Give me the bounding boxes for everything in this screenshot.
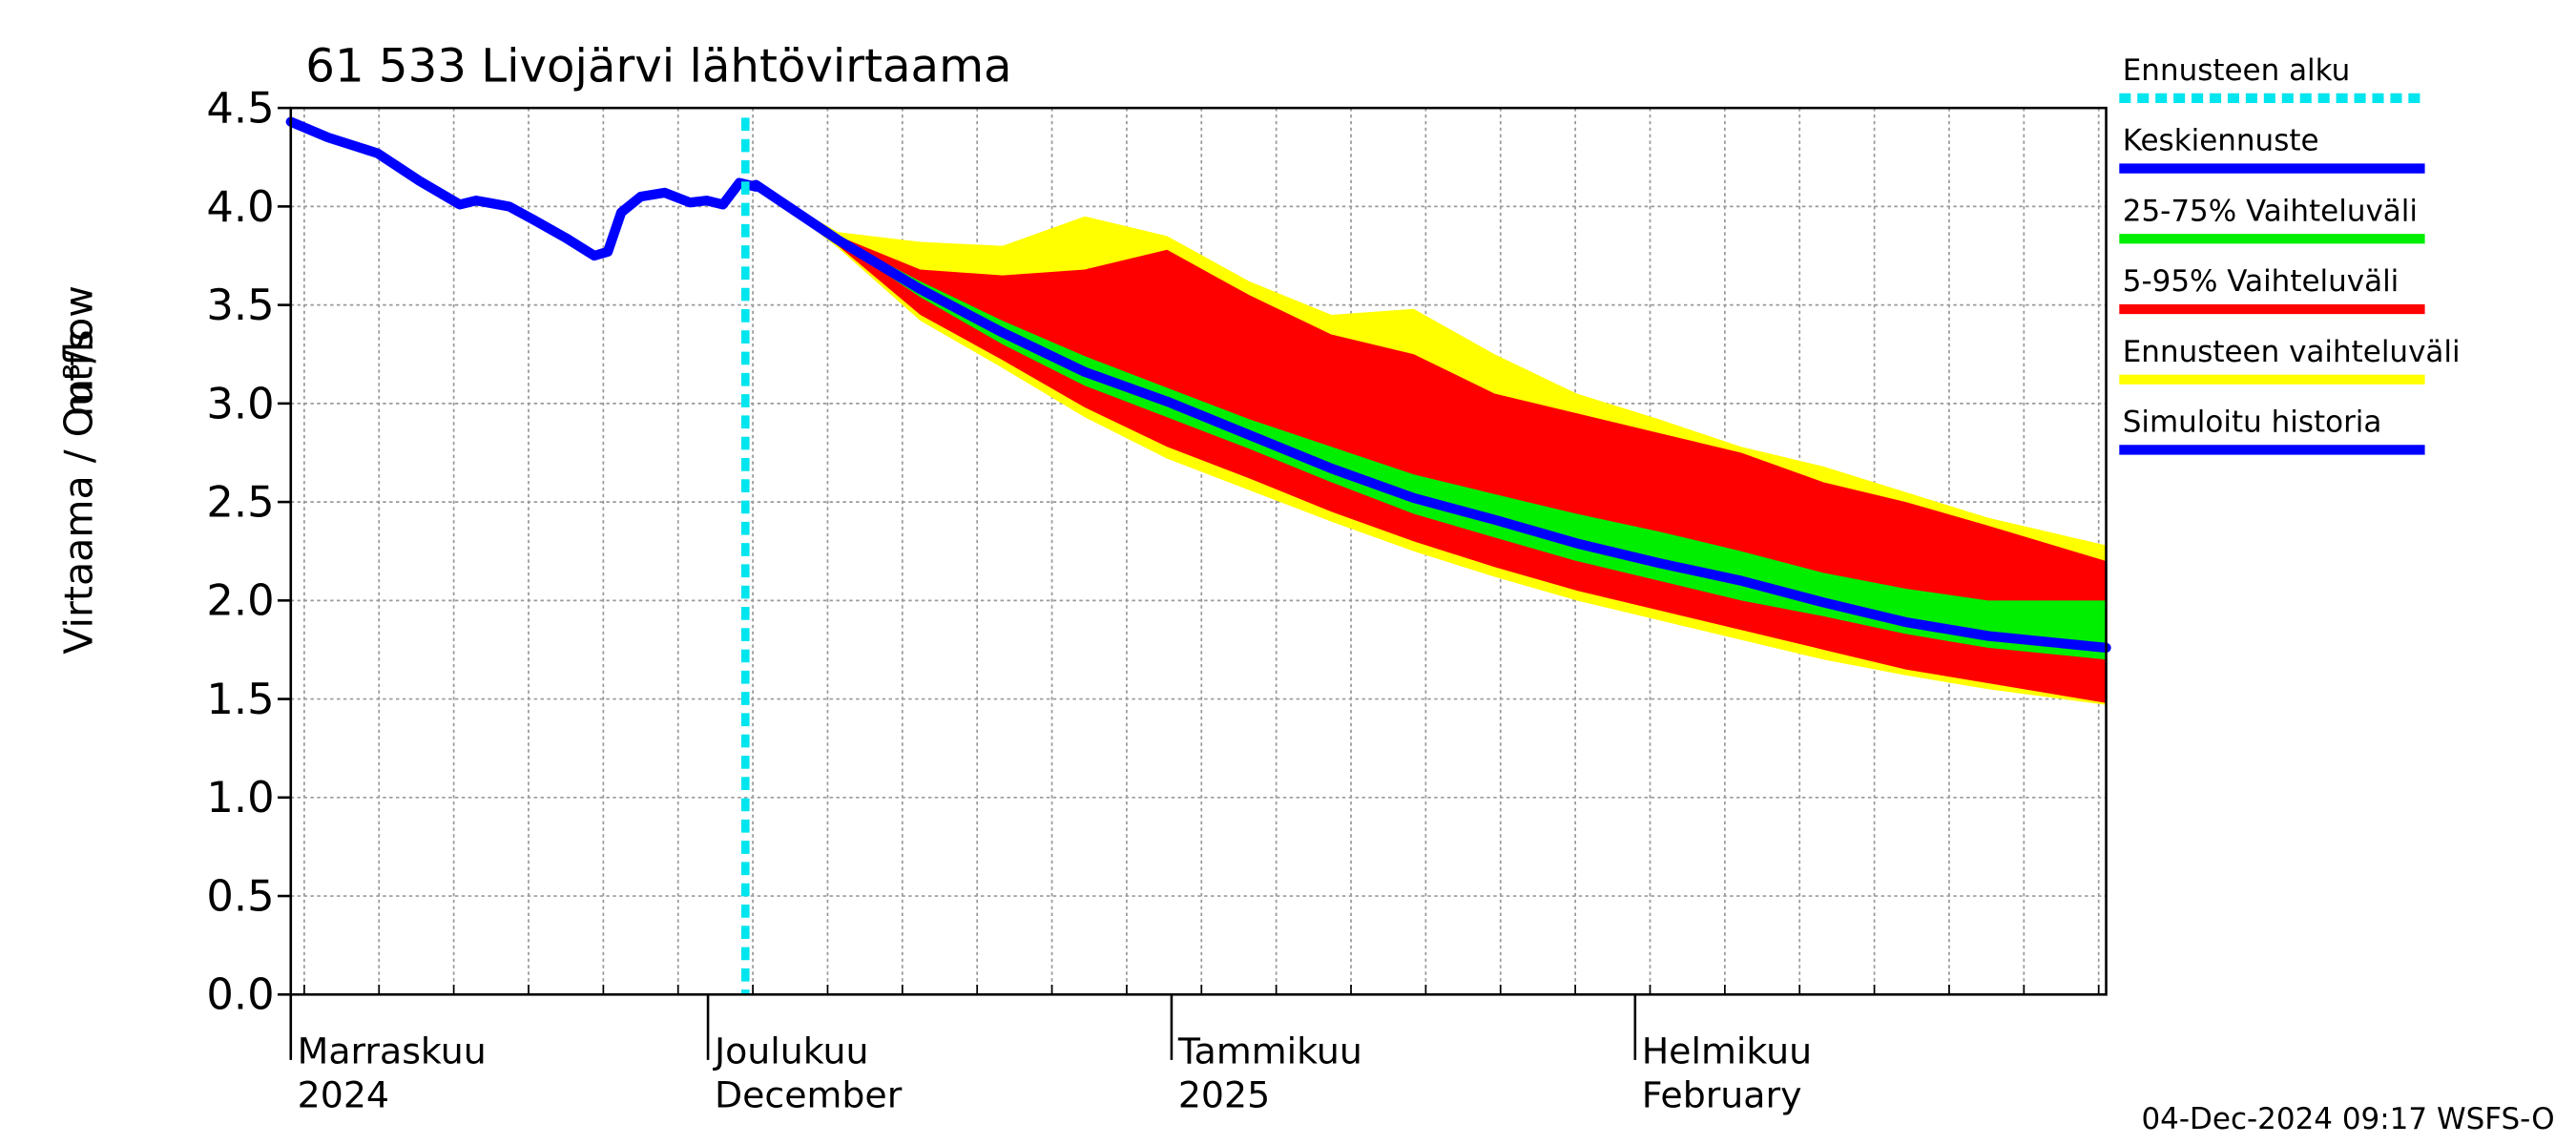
legend-label: Keskiennuste xyxy=(2123,124,2319,158)
y-tick-label: 3.5 xyxy=(206,281,274,330)
legend-label: Ennusteen vaihteluväli xyxy=(2123,335,2461,369)
footer: 04-Dec-2024 09:17 WSFS-O xyxy=(2141,1102,2554,1136)
y-axis-unit: m³/s xyxy=(55,329,101,417)
legend-label: 5-95% Vaihteluväli xyxy=(2123,264,2399,299)
y-tick-label: 2.5 xyxy=(206,478,274,528)
y-tick-label: 0.0 xyxy=(206,970,274,1020)
y-tick-label: 1.5 xyxy=(206,675,274,724)
x-tick-label: 2025 xyxy=(1178,1074,1270,1116)
y-tick-label: 2.0 xyxy=(206,576,274,626)
y-tick-label: 3.0 xyxy=(206,379,274,428)
x-tick-label: Joulukuu xyxy=(713,1030,869,1072)
x-tick-label: Tammikuu xyxy=(1177,1030,1362,1072)
legend-label: Simuloitu historia xyxy=(2123,406,2382,440)
x-tick-label: Marraskuu xyxy=(298,1030,487,1072)
x-tick-label: December xyxy=(715,1074,903,1116)
series-line xyxy=(285,116,761,261)
y-axis-label: Virtaama / Outflow xyxy=(55,285,101,655)
x-tick-label: Helmikuu xyxy=(1642,1030,1812,1072)
y-tick-label: 1.0 xyxy=(206,773,274,822)
legend-label: Ennusteen alku xyxy=(2123,53,2351,88)
x-tick-label: February xyxy=(1642,1074,1802,1116)
x-tick-label: 2024 xyxy=(298,1074,389,1116)
y-tick-label: 4.5 xyxy=(206,84,274,134)
series-line xyxy=(751,179,2111,654)
legend-label: 25-75% Vaihteluväli xyxy=(2123,194,2418,228)
plot-frame xyxy=(289,106,2108,996)
chart-title: 61 533 Livojärvi lähtövirtaama xyxy=(305,40,1011,94)
y-tick-label: 4.0 xyxy=(206,182,274,232)
y-tick-label: 0.5 xyxy=(206,872,274,922)
band xyxy=(756,184,2107,660)
